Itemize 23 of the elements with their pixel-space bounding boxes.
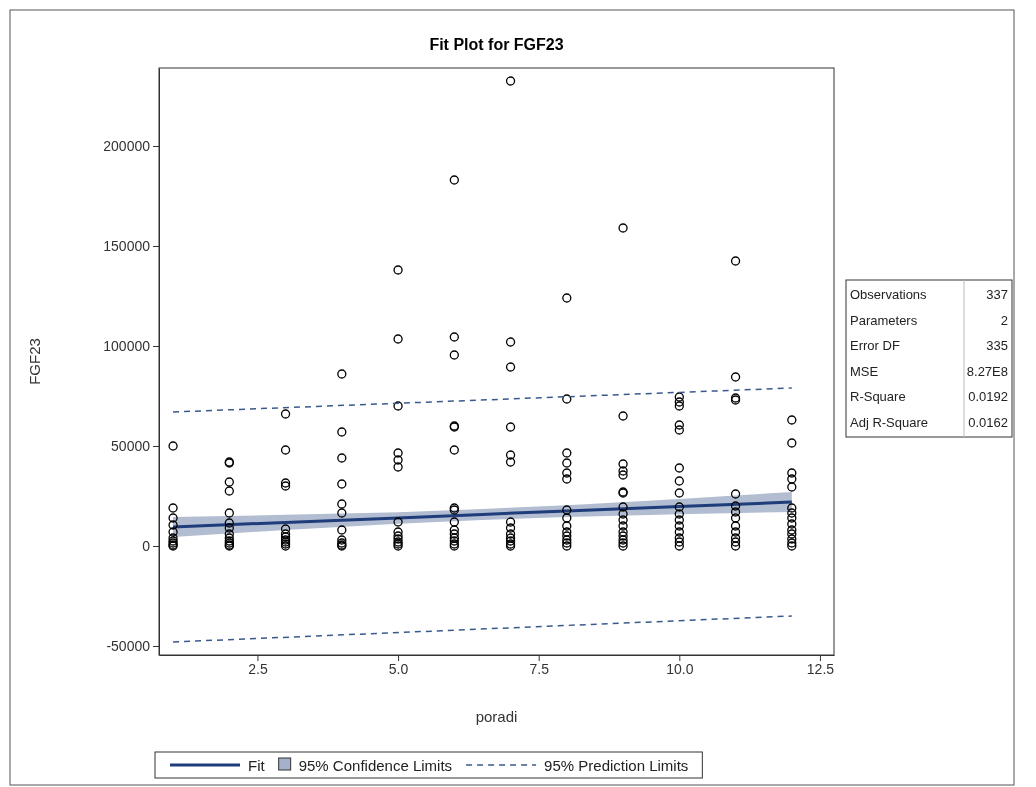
y-tick-label: 150000 <box>103 237 151 254</box>
y-tick-label: 0 <box>142 537 151 554</box>
x-tick-label: 12.5 <box>806 660 835 677</box>
legend-label: Fit <box>248 757 266 774</box>
y-tick-label: 50000 <box>111 437 151 454</box>
y-axis-title: FGF23 <box>26 338 43 385</box>
text: Adj R-Square 0.0162 <box>850 414 1008 430</box>
x-tick-label: 2.5 <box>248 660 268 677</box>
x-axis-title: poradi <box>475 708 518 725</box>
chart-title: Fit Plot for FGF23 <box>429 36 564 53</box>
text: Observations 337 <box>850 287 1008 302</box>
text: MSE 8.27E8 <box>850 363 1008 379</box>
y-tick-label: 100000 <box>103 337 151 354</box>
x-tick-label: 7.5 <box>529 660 550 677</box>
text: Parameters 2 <box>850 312 1008 328</box>
y-tick-label: 200000 <box>103 137 151 154</box>
legend-title: 95% Confidence Limits <box>298 757 453 774</box>
text: R-Square 0.0192 <box>850 389 1008 404</box>
x-tick-label: 10.0 <box>666 660 694 677</box>
x-tick-label: 5.0 <box>388 660 409 677</box>
y-tick-label: -50000 <box>106 637 151 654</box>
text: Error DF 335 <box>850 338 1008 353</box>
legend-label: 95% Prediction Limits <box>544 757 689 774</box>
